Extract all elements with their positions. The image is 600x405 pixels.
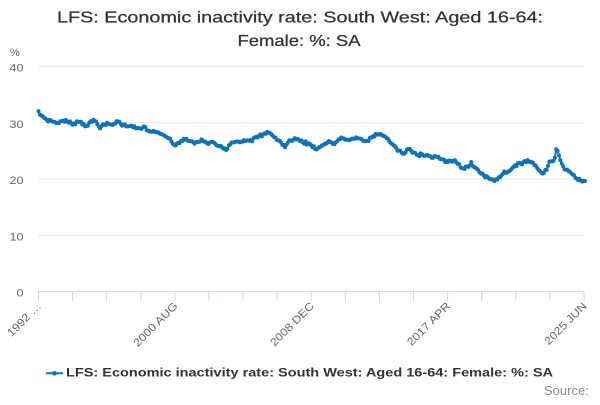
svg-text:30: 30 [10, 119, 24, 131]
svg-text:Female: %: SA: Female: %: SA [238, 33, 361, 50]
svg-text:LFS: Economic inactivity rate:: LFS: Economic inactivity rate: South Wes… [57, 10, 543, 27]
svg-text:0: 0 [17, 288, 24, 300]
svg-text:Source:: Source: [544, 383, 589, 398]
svg-text:LFS: Economic inactivity rate:: LFS: Economic inactivity rate: South Wes… [66, 366, 553, 380]
svg-text:20: 20 [10, 175, 24, 187]
svg-text:40: 40 [10, 63, 24, 75]
svg-text:%: % [10, 47, 20, 59]
svg-text:10: 10 [10, 231, 24, 243]
